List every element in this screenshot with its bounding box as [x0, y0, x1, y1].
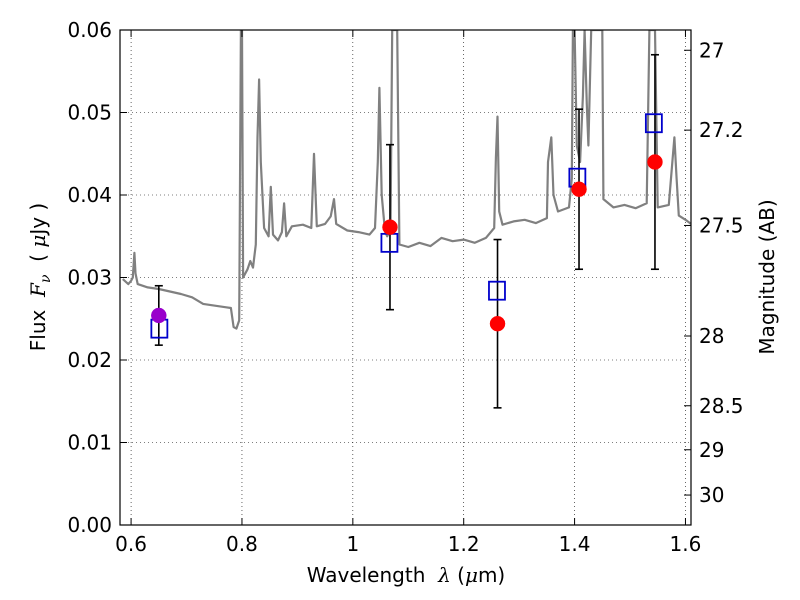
plot-frame [119, 29, 692, 526]
x-tick-label: 0.8 [226, 532, 258, 556]
spectrum-series [122, 30, 691, 330]
observed-point [151, 307, 167, 324]
x-axis-title: Wavelength λ (μm) [307, 563, 506, 587]
y2-axis-title: Magnitude (AB) [755, 199, 779, 354]
observed-points [151, 154, 663, 332]
x-tick-label: 1.4 [559, 532, 591, 556]
x-tick-label: 1.6 [670, 532, 702, 556]
y2-tick-label: 30 [699, 483, 724, 507]
spectrum-line [122, 30, 691, 330]
y-tick-label: 0.01 [67, 431, 112, 455]
y2-tick-label: 27 [699, 38, 724, 62]
tick-labels: 0.6 0.8 1 1.2 1.4 1.6 0.00 0.01 0.02 0.03 0.04 0.05… [67, 18, 743, 556]
x-tick-label: 0.6 [115, 532, 147, 556]
observed-point [571, 181, 587, 197]
y-tick-label: 0.03 [67, 266, 112, 290]
axis-ticks [120, 29, 691, 526]
y-axis-title: Flux Fν ( μJy ) [26, 203, 54, 351]
model-point [488, 280, 506, 301]
y2-tick-label: 27.2 [699, 118, 744, 142]
observed-point [647, 154, 663, 170]
y-tick-label: 0.00 [67, 513, 112, 537]
y-tick-label: 0.04 [67, 183, 112, 207]
model-point [644, 113, 663, 134]
y2-tick-label: 29 [699, 438, 724, 462]
x-tick-label: 1 [346, 532, 359, 556]
y-tick-label: 0.02 [67, 348, 112, 372]
y-tick-label: 0.06 [67, 18, 112, 42]
y2-tick-label: 27.5 [699, 213, 744, 237]
observed-point [489, 315, 506, 332]
observed-point [382, 219, 398, 235]
y2-tick-label: 28.5 [699, 394, 744, 418]
model-points [150, 113, 663, 339]
grid-lines [120, 29, 691, 526]
y-tick-label: 0.05 [67, 101, 112, 125]
y2-tick-label: 28 [699, 324, 724, 348]
x-tick-label: 1.2 [448, 532, 480, 556]
